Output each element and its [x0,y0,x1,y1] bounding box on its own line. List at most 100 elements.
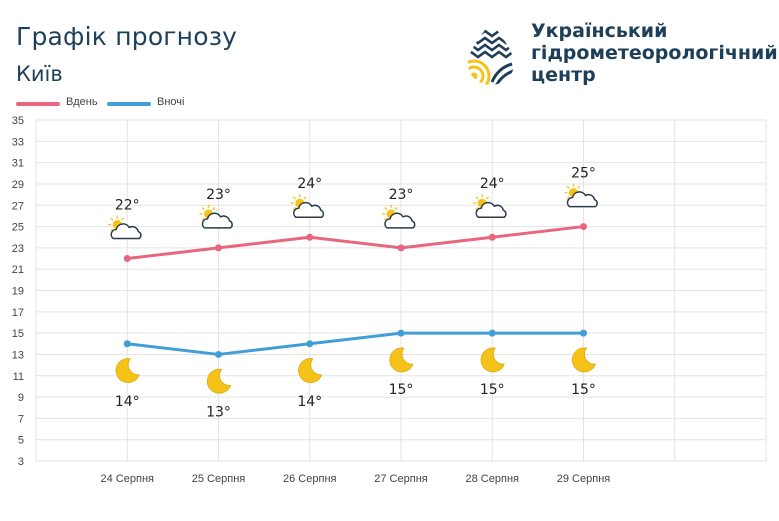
y-tick-label: 17 [12,307,24,319]
night-data-label: 13° [206,404,231,420]
partly-cloudy-icon [564,183,598,208]
sun-ray [292,207,296,211]
crescent-moon-icon [480,347,505,373]
partly-cloudy-icon [473,194,507,218]
day-data-label: 25° [571,166,596,182]
sun-ray [475,196,479,200]
x-tick-label: 25 Серпня [192,473,246,485]
sun-ray [292,196,296,200]
night-data-point [215,350,222,358]
night-data-point [488,329,496,337]
sun-icon [108,215,127,234]
night-data-label: 15° [389,382,414,398]
crescent-moon-icon [389,347,414,373]
chart-title: Графік прогнозу [16,22,238,51]
moon-shape [389,347,414,373]
crescent-moon-icon [571,347,597,373]
sun-ray [577,185,581,189]
day-data-label: 24° [480,176,505,192]
legend-day-swatch [16,102,60,106]
y-tick-label: 15 [12,328,24,340]
sun-ray [110,228,114,232]
ugmc-logo-icon [468,22,514,85]
y-tick-label: 11 [13,371,24,383]
cloud-shape [293,201,325,218]
x-tick-label: 24 Серпня [101,473,155,485]
partly-cloudy-icon [108,215,142,240]
organization-name: Український гідрометеорологічний центр [531,20,778,86]
moon-shape [206,368,232,394]
y-tick-label: 9 [18,392,24,404]
crescent-moon-icon [298,358,323,383]
day-data-point [580,223,587,231]
legend-day-label: Вдень [66,96,98,108]
sun-ray [201,207,205,211]
cloud-shape [201,212,233,229]
y-tick-label: 21 [12,264,24,276]
moon-shape [480,347,505,373]
night-data-label: 15° [571,382,596,398]
legend-night-swatch [107,102,151,106]
y-tick-label: 29 [12,179,24,191]
organization-name-line: гідрометеорологічний [531,42,778,64]
sun-ray [384,207,388,211]
day-data-point [488,233,496,241]
day-data-label: 22° [115,198,140,214]
night-series-line [127,331,584,356]
y-tick-label: 27 [12,200,24,212]
moon-shape [115,358,140,383]
y-tick-label: 35 [12,115,24,127]
night-data-point [580,329,587,337]
night-data-point [397,329,405,337]
y-tick-label: 13 [12,349,24,361]
x-tick-label: 29 Серпня [557,473,611,485]
night-data-label: 14° [297,394,322,410]
y-tick-label: 25 [12,222,24,234]
moon-shape [298,358,323,383]
sun-ray [212,207,216,211]
cloud-shape [384,212,416,229]
x-tick-label: 27 Серпня [374,473,428,485]
partly-cloudy-icon [382,204,416,229]
sun-ray [201,217,205,221]
y-tick-label: 5 [18,435,24,447]
sun-ray [486,196,490,200]
sun-ray [384,217,388,221]
sun-ray [566,196,570,200]
sun-ray [475,207,479,211]
cloud-shape [566,191,598,208]
day-data-point [306,233,314,241]
day-data-label: 23° [206,187,231,203]
sun-ray [121,217,125,221]
x-tick-label: 28 Серпня [466,473,520,485]
organization-name-line: Український [531,20,668,42]
day-data-label: 23° [389,187,414,203]
x-tick-label: 26 Серпня [283,473,337,485]
y-tick-label: 19 [12,286,24,298]
city-name: Київ [16,62,63,86]
day-data-point [123,255,131,263]
day-data-label: 24° [297,176,322,192]
y-tick-label: 33 [12,136,24,148]
day-data-point [397,244,405,252]
sun-ray [110,217,114,221]
organization-name-line: центр [531,64,596,86]
sun-ray [394,207,398,211]
crescent-moon-icon [206,368,232,394]
y-tick-label: 23 [12,243,24,255]
sun-ray [303,196,307,200]
partly-cloudy-icon [199,204,233,229]
legend-night-label: Вночі [157,96,185,108]
cloud-shape [110,223,142,240]
y-tick-label: 7 [18,413,24,425]
day-data-point [215,244,222,252]
y-tick-label: 31 [12,158,24,170]
partly-cloudy-icon [290,194,325,218]
crescent-moon-icon [115,358,140,383]
moon-shape [571,347,597,373]
y-tick-label: 3 [18,456,24,468]
night-data-point [306,340,314,348]
night-data-point [123,340,131,348]
sun-ray [566,185,570,189]
